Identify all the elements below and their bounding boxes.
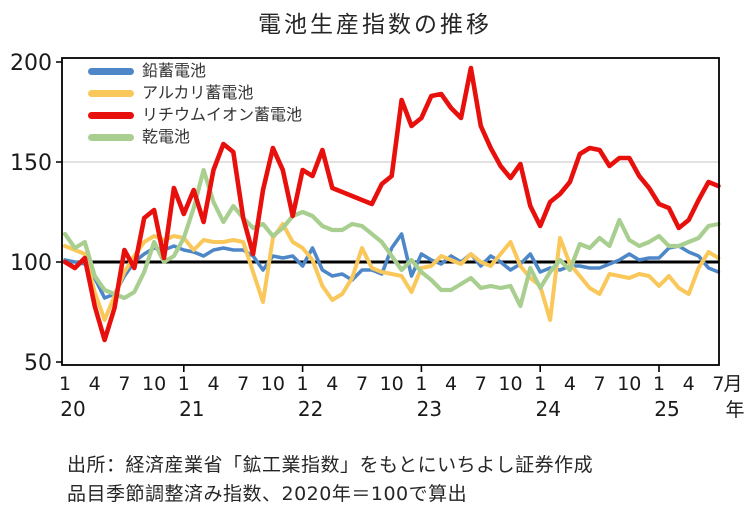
- x-month-label: 4: [564, 373, 576, 395]
- y-tick-label: 100: [10, 251, 52, 276]
- chart-title: 電池生産指数の推移: [258, 12, 492, 38]
- x-month-label: 4: [207, 373, 219, 395]
- x-year-label: 20: [60, 397, 85, 421]
- y-tick-label: 50: [24, 351, 52, 376]
- x-year-label: 22: [298, 397, 323, 421]
- plot-frame: [61, 57, 720, 366]
- x-month-label: 1: [297, 373, 309, 395]
- x-month-label: 7: [237, 373, 249, 395]
- lead-acid-line-swatch: [88, 67, 134, 75]
- alkaline-line-swatch: [88, 89, 134, 97]
- legend-item-lithium-ion: リチウムイオン蓄電池: [88, 104, 302, 126]
- series-line-鉛蓄電池: [63, 232, 721, 300]
- x-month-label: 7: [118, 373, 130, 395]
- x-month-label: 1: [59, 373, 71, 395]
- x-month-label: 1: [178, 373, 190, 395]
- x-month-label: 10: [261, 373, 285, 395]
- x-month-label: 4: [445, 373, 457, 395]
- source-line-2: 品目季節調整済み指数、2020年＝100で算出: [67, 483, 468, 505]
- legend-label: リチウムイオン蓄電池: [142, 105, 303, 124]
- x-month-label: 1: [415, 373, 427, 395]
- legend-item-lead-acid: 鉛蓄電池: [88, 60, 302, 82]
- x-month-label: 10: [498, 373, 522, 395]
- x-month-label: 7: [712, 373, 724, 395]
- legend-label: 鉛蓄電池: [142, 61, 207, 80]
- x-month-label: 7: [594, 373, 606, 395]
- chart-legend: 鉛蓄電池 アルカリ蓄電池 リチウムイオン蓄電池 乾電池: [88, 60, 302, 148]
- series-line-乾電池: [62, 167, 721, 309]
- x-month-label: 4: [326, 373, 338, 395]
- x-year-label: 24: [535, 397, 560, 421]
- y-tick-label: 150: [10, 151, 52, 176]
- x-month-label: 10: [142, 373, 166, 395]
- source-line-1: 出所：経済産業省「鉱工業指数」をもとにいちよし証券作成: [67, 454, 594, 476]
- x-year-label: 25: [654, 397, 679, 421]
- dry-cell-line-swatch: [88, 133, 134, 141]
- source-note: 出所：経済産業省「鉱工業指数」をもとにいちよし証券作成 品目季節調整済み指数、2…: [67, 451, 593, 509]
- x-year-label: 23: [417, 397, 442, 421]
- x-month-label: 1: [534, 373, 546, 395]
- year-unit-label: 年: [725, 399, 744, 421]
- x-month-label: 1: [653, 373, 665, 395]
- x-month-label: 7: [475, 373, 487, 395]
- series-line-アルカリ蓄電池: [63, 222, 721, 322]
- series-line-リチウムイオン蓄電池: [62, 65, 721, 343]
- x-month-label: 4: [89, 373, 101, 395]
- x-month-label: 4: [683, 373, 695, 395]
- y-tick-label: 200: [10, 51, 52, 76]
- legend-label: アルカリ蓄電池: [142, 83, 254, 102]
- lithium-ion-line-swatch: [88, 111, 134, 119]
- legend-label: 乾電池: [142, 127, 191, 146]
- x-month-label: 10: [617, 373, 641, 395]
- x-month-label: 10: [380, 373, 404, 395]
- x-year-label: 21: [179, 397, 204, 421]
- legend-item-dry-cell: 乾電池: [88, 126, 302, 148]
- x-month-label: 7: [356, 373, 368, 395]
- legend-item-alkaline: アルカリ蓄電池: [88, 82, 302, 104]
- month-unit-label: 月: [723, 373, 742, 395]
